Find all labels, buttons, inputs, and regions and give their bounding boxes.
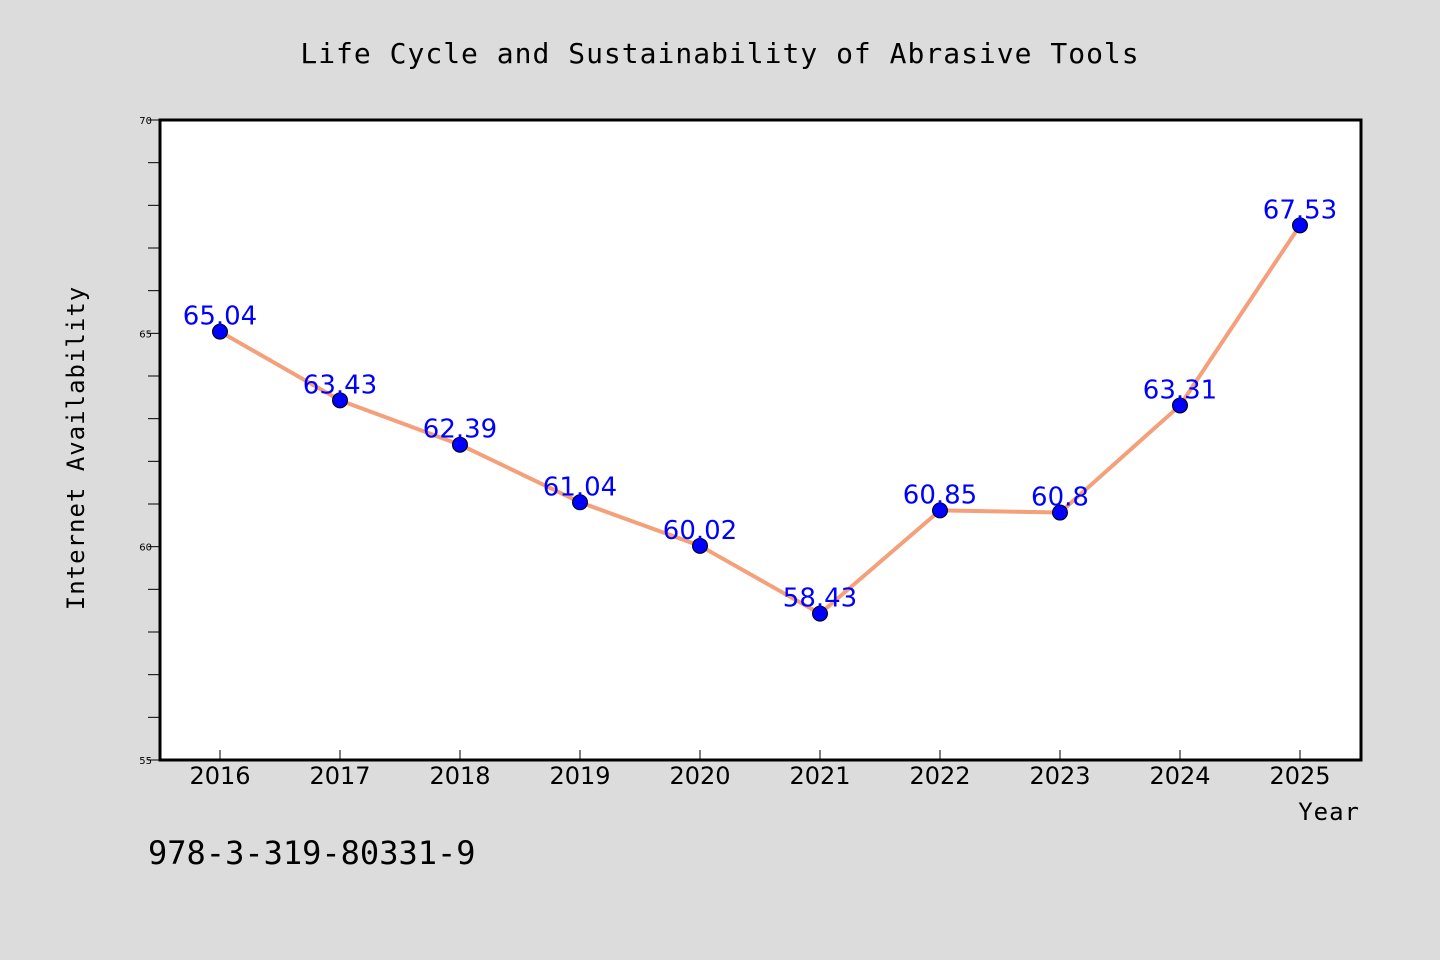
isbn-text: 978-3-319-80331-9 [148,834,476,872]
data-point [932,502,948,519]
data-label: 67.53 [1263,195,1337,225]
data-label: 60.85 [903,480,977,510]
data-label: 58.43 [783,584,857,614]
series-line [219,224,1302,616]
x-tick-label: 2025 [1269,762,1330,790]
markers-group [212,217,1308,622]
data-label: 60.8 [1031,483,1089,513]
x-axis-label: Year [1298,798,1360,826]
data-labels-group: 65.04 63.43 62.39 61.04 60.02 58.43 60.85 60.8 6… [183,195,1337,613]
data-label: 63.31 [1143,375,1217,405]
x-tick-label: 2020 [669,762,730,790]
data-label: 63.43 [303,370,377,400]
data-label: 65.04 [183,302,257,332]
x-axis: 2016 2017 2018 2019 2020 2021 2022 2023 2024 2025 [189,750,1331,790]
data-point [572,494,588,511]
data-label: 62.39 [423,415,497,445]
data-point [1052,504,1068,521]
y-axis-label: Internet Availability [62,286,90,610]
data-point [452,436,468,453]
y-tick-label: 60 [139,543,152,554]
data-point [212,323,228,340]
y-tick-label: 65 [139,329,152,340]
data-point [332,392,348,409]
data-label: 60.02 [663,516,737,546]
data-point [1292,217,1308,234]
data-point [812,605,828,622]
x-tick-label: 2017 [309,762,370,790]
x-tick-label: 2021 [789,762,850,790]
chart-title: Life Cycle and Sustainability of Abrasiv… [300,37,1139,70]
y-axis: 55 60 65 70 [139,116,160,767]
series-line-group [219,224,1302,616]
x-tick-label: 2022 [909,762,970,790]
x-tick-label: 2018 [429,762,490,790]
y-tick-label: 70 [139,116,152,127]
x-tick-label: 2023 [1029,762,1090,790]
data-point [692,537,708,554]
x-tick-label: 2016 [189,762,250,790]
x-tick-label: 2024 [1149,762,1210,790]
x-tick-label: 2019 [549,762,610,790]
y-tick-label: 55 [139,756,152,767]
plot-area [158,118,1363,762]
data-point [1172,397,1188,414]
data-label: 61.04 [543,472,617,502]
